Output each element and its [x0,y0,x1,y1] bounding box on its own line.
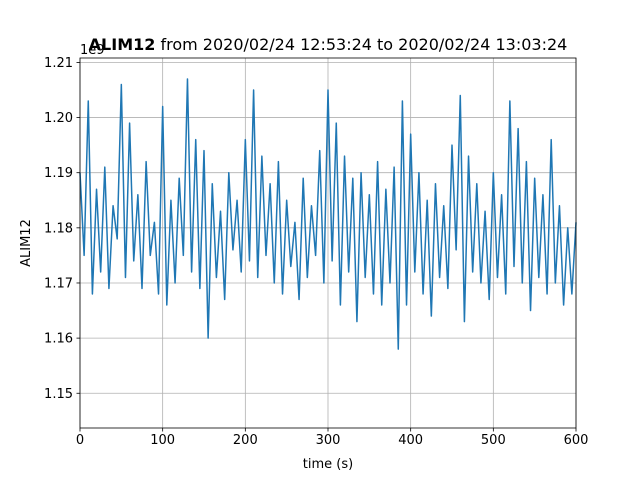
y-tick-label: 1.15 [44,387,73,402]
chart-title: ALIM12 from 2020/02/24 12:53:24 to 2020/… [89,35,568,54]
series-group [79,78,577,350]
x-axis-label: time (s) [303,457,353,472]
x-tick-label: 300 [316,433,341,448]
x-tick-label: 100 [150,433,175,448]
y-tick-label: 1.19 [44,166,73,181]
y-axis-label: ALIM12 [19,219,34,267]
y-axis: 1.15 1.16 1.17 1.18 1.19 1.20 1.21 [44,56,80,402]
x-tick-label: 600 [564,433,589,448]
chart-title-rest: from 2020/02/24 12:53:24 to 2020/02/24 1… [155,35,567,54]
x-tick-label: 200 [233,433,258,448]
y-tick-label: 1.20 [44,111,73,126]
x-tick-label: 500 [481,433,506,448]
y-tick-label: 1.17 [44,276,73,291]
series-line-0 [79,78,577,350]
y-tick-label: 1.18 [44,221,73,236]
y-tick-label: 1.16 [44,332,73,347]
y-offset-text: 1e9 [80,43,105,58]
y-tick-label: 1.21 [44,56,73,71]
chart-title-bold: ALIM12 [89,35,156,54]
x-tick-label: 400 [398,433,423,448]
x-axis: 0 100 200 300 400 500 600 [76,428,589,448]
x-tick-label: 0 [76,433,84,448]
